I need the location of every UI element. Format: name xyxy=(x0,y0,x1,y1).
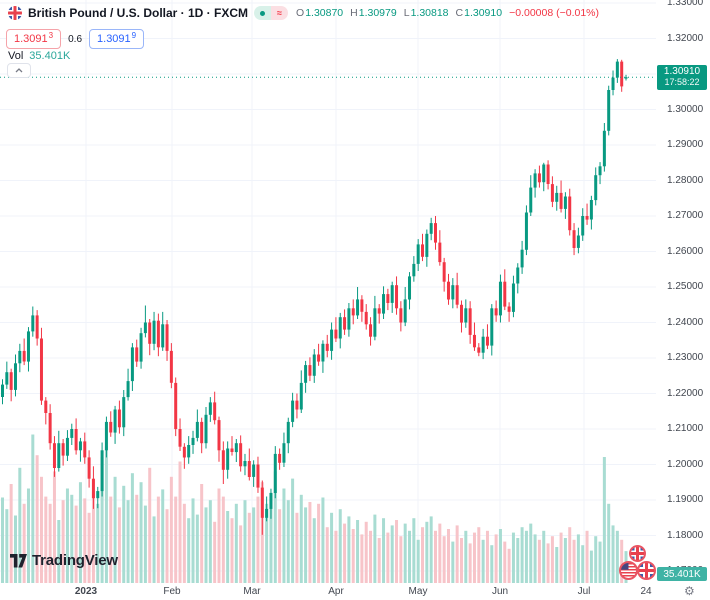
collapse-legend-button[interactable] xyxy=(7,63,31,78)
ask-fraction: 9 xyxy=(131,31,137,40)
price-tick-label: 1.19000 xyxy=(667,494,704,506)
volume-indicator-legend[interactable]: Vol 35.401K xyxy=(8,50,70,62)
volume-layer xyxy=(1,434,628,583)
price-tick-label: 1.23000 xyxy=(667,352,704,364)
tradingview-glyph-icon xyxy=(10,553,27,567)
high-value: 1.30979 xyxy=(358,7,397,19)
delayed-data-icon: ≈ xyxy=(271,6,289,20)
spread-value: 0.6 xyxy=(68,33,83,45)
sell-button[interactable]: 1.3091 3 xyxy=(6,29,62,49)
price-tick-label: 1.29000 xyxy=(667,139,704,151)
time-tick-label: Apr xyxy=(328,586,344,597)
gear-icon[interactable]: ⚙ xyxy=(684,584,695,598)
ohlc-readout: O 1.30870 H 1.30979 L 1.30818 C 1.30910 −0.0… xyxy=(296,7,599,19)
last-price-value: 1.30910 xyxy=(663,66,701,78)
last-price-badge: 1.30910 17:58:22 xyxy=(657,64,707,90)
time-tick-label: Feb xyxy=(163,586,181,597)
time-tick-label: Jun xyxy=(491,586,509,597)
time-tick-label: May xyxy=(408,586,428,597)
price-tick-label: 1.21000 xyxy=(667,423,704,435)
ask-price: 1.3091 xyxy=(97,32,131,45)
price-tick-label: 1.20000 xyxy=(667,458,704,470)
us-flag-marker-icon[interactable] xyxy=(619,561,638,580)
bid-ask-row: 1.3091 3 0.6 1.3091 9 xyxy=(6,29,145,49)
close-label: C xyxy=(455,7,464,19)
symbol-header: British Pound / U.S. Dollar · 1D · FXCM … xyxy=(8,6,599,20)
price-tick-label: 1.22000 xyxy=(667,387,704,399)
uk-flag-marker-icon[interactable] xyxy=(629,545,646,562)
candles-layer xyxy=(1,59,628,535)
volume-value: 35.401K xyxy=(29,50,71,62)
volume-badge-value: 35.401K xyxy=(663,568,701,580)
close-value: 1.30910 xyxy=(464,7,503,19)
bid-price: 1.3091 xyxy=(14,32,48,45)
price-tick-label: 1.24000 xyxy=(667,316,704,328)
volume-label: Vol xyxy=(8,50,24,62)
price-tick-label: 1.26000 xyxy=(667,245,704,257)
chart-area[interactable] xyxy=(0,0,656,583)
price-tick-label: 1.18000 xyxy=(667,529,704,541)
price-tick-label: 1.32000 xyxy=(667,32,704,44)
time-tick-label: Mar xyxy=(243,586,261,597)
time-axis[interactable]: ⚙ 2023 Feb Mar Apr May Jun Jul 24 xyxy=(0,583,710,600)
tradingview-logo-text: TradingView xyxy=(32,552,118,569)
price-tick-label: 1.28000 xyxy=(667,174,704,186)
price-tick-label: 1.30000 xyxy=(667,103,704,115)
symbol-title[interactable]: British Pound / U.S. Dollar · 1D · FXCM xyxy=(28,6,249,20)
time-tick-label: Jul xyxy=(577,586,591,597)
low-label: L xyxy=(403,7,410,19)
open-label: O xyxy=(296,7,305,19)
bid-fraction: 3 xyxy=(48,31,54,40)
open-value: 1.30870 xyxy=(305,7,344,19)
price-tick-label: 1.25000 xyxy=(667,281,704,293)
bar-countdown: 17:58:22 xyxy=(664,77,700,88)
market-status-pill[interactable]: ≈ xyxy=(254,6,289,20)
price-tick-label: 1.27000 xyxy=(667,210,704,222)
uk-flag-marker2-icon[interactable] xyxy=(637,561,656,580)
time-tick-label: 2023 xyxy=(74,586,98,597)
tradingview-logo[interactable]: TradingView xyxy=(10,552,118,569)
change-value: −0.00008 (−0.01%) xyxy=(509,7,599,19)
price-tick-label: 1.33000 xyxy=(667,0,704,9)
high-label: H xyxy=(350,7,358,19)
gbp-flag-icon xyxy=(8,6,22,20)
price-chart-svg[interactable] xyxy=(0,0,656,583)
time-tick-label: 24 xyxy=(640,586,652,597)
low-value: 1.30818 xyxy=(410,7,449,19)
grid-layer xyxy=(0,0,656,583)
market-open-dot-icon xyxy=(254,6,272,20)
chevron-up-icon xyxy=(15,68,23,73)
price-axis[interactable]: 1.330001.320001.310001.300001.290001.280… xyxy=(656,0,710,583)
volume-badge: 35.401K xyxy=(657,567,707,581)
buy-button[interactable]: 1.3091 9 xyxy=(89,29,145,49)
